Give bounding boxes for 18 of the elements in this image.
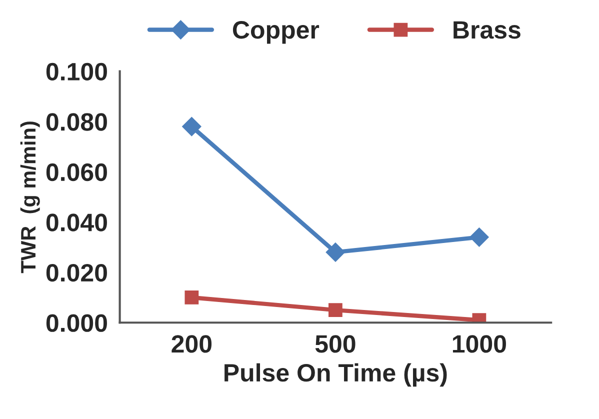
x-tick-label: 1000 [452,335,506,353]
point [326,242,345,262]
y-tick-label: 0.040 [46,214,107,232]
y-tick-label: 0.060 [46,163,107,182]
x-axis-title: Pulse On Time (µs) [224,363,447,387]
y-tick-label: 0.100 [46,62,107,81]
legend-label: Copper [232,21,320,44]
y-tick-label: 0.080 [46,113,107,131]
point [184,290,199,304]
point [182,117,202,136]
x-tick-label: 200 [172,335,212,353]
y-tick-label: 0.000 [46,314,107,332]
point [470,228,489,247]
point [328,303,342,318]
x-tick-label: 500 [315,335,356,353]
y-axis-title: TWR (g m/min) [20,122,40,274]
legend-label: Brass [454,21,520,39]
y-tick-label: 0.020 [46,264,107,282]
